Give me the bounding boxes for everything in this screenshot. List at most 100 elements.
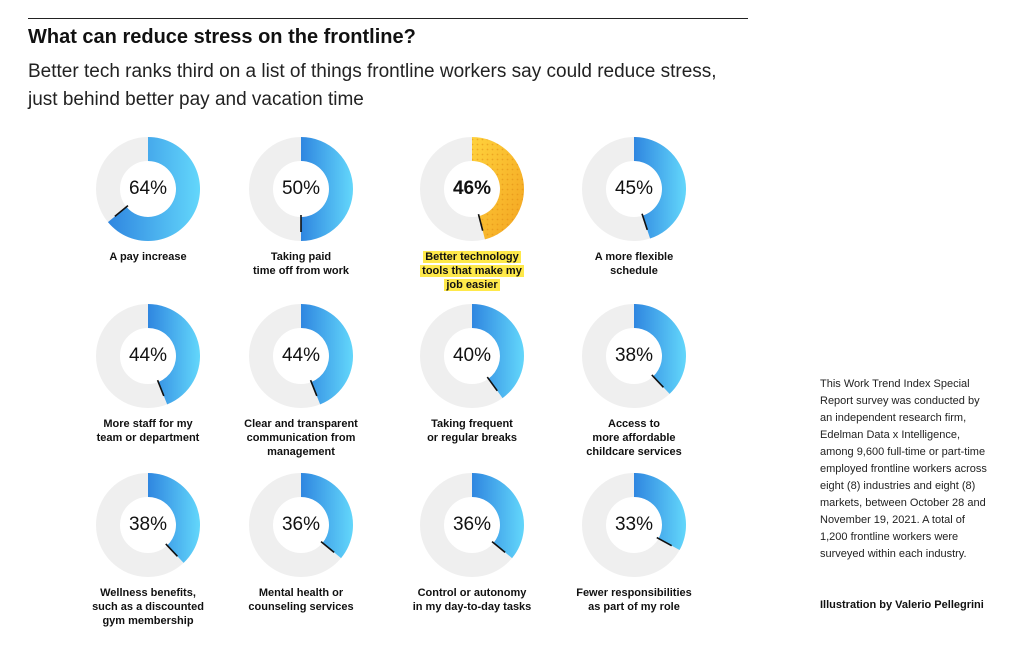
donut-caption: A pay increase xyxy=(63,250,233,264)
donut-svg xyxy=(420,473,524,577)
donut-svg xyxy=(96,473,201,577)
donut-value-label: 36% xyxy=(281,514,321,535)
donut-tile: 44% Clear and transparent communication fr… xyxy=(216,304,386,464)
donut-caption-line: Clear and transparent xyxy=(244,418,358,430)
donut-end-tick xyxy=(486,376,498,392)
donut-value-label: 33% xyxy=(614,514,654,535)
donut-value-label: 45% xyxy=(614,178,654,199)
donut-grid: 64% A pay increase 50% Taking paid time off … xyxy=(63,137,719,633)
donut-caption: Access to more affordable childcare servic… xyxy=(549,417,719,459)
donut-caption: Taking paid time off from work xyxy=(216,250,386,278)
donut-caption-line: Better technology xyxy=(423,251,521,263)
donut-caption-line: gym membership xyxy=(102,615,194,627)
donut-value-arc xyxy=(301,473,353,559)
donut-value-texture xyxy=(472,137,524,240)
donut-chart: 36% xyxy=(420,473,524,577)
donut-value-arc xyxy=(301,304,353,405)
donut-value-label: 38% xyxy=(614,345,654,366)
donut-caption: Taking frequent or regular breaks xyxy=(387,417,557,445)
donut-tile: 33% Fewer responsibilities as part of my r… xyxy=(549,473,719,633)
donut-value-arc xyxy=(472,473,524,559)
donut-tile: 38% Wellness benefits, such as a discounte… xyxy=(63,473,233,633)
donut-caption-line: management xyxy=(267,446,335,458)
donut-chart: 50% xyxy=(249,137,353,241)
donut-caption-line: Control or autonomy xyxy=(417,587,527,599)
donut-chart: 38% xyxy=(582,304,686,408)
donut-chart: 44% xyxy=(96,304,201,408)
chart-subtitle: Better tech ranks third on a list of thi… xyxy=(28,61,717,110)
donut-caption-line: team or department xyxy=(96,432,200,444)
donut-value-arc xyxy=(634,473,686,551)
donut-value-label: 36% xyxy=(452,514,492,535)
donut-value-label: 44% xyxy=(128,345,168,366)
donut-value-label: 64% xyxy=(128,178,168,199)
donut-caption: Wellness benefits, such as a discounted gy… xyxy=(63,586,233,628)
donut-tile: 46% Better technology tools that make my jo… xyxy=(387,137,557,297)
donut-caption-line: communication from xyxy=(246,432,356,444)
donut-chart: 38% xyxy=(96,473,201,577)
top-rule xyxy=(28,18,748,19)
donut-caption: Better technology tools that make my job e… xyxy=(387,250,557,292)
donut-caption-line: Wellness benefits, xyxy=(100,587,196,599)
donut-end-tick xyxy=(165,543,179,557)
donut-end-tick xyxy=(320,540,335,554)
donut-tile: 36% Mental health or counseling services xyxy=(216,473,386,633)
donut-caption: More staff for my team or department xyxy=(63,417,233,445)
donut-value-arc xyxy=(634,137,686,239)
donut-caption-line: such as a discounted xyxy=(92,601,204,613)
donut-chart: 40% xyxy=(420,304,524,408)
donut-caption-line: More staff for my xyxy=(103,418,193,430)
donut-caption-line: Mental health or xyxy=(258,587,344,599)
donut-caption-line: Access to xyxy=(608,418,660,430)
survey-footnote: This Work Trend Index Special Report sur… xyxy=(820,378,987,560)
donut-tile: 36% Control or autonomy in my day-to-day t… xyxy=(387,473,557,633)
donut-caption-line: A pay increase xyxy=(109,251,187,263)
donut-caption-line: in my day-to-day tasks xyxy=(412,601,532,613)
donut-caption-line: Fewer responsibilities xyxy=(576,587,692,599)
donut-svg xyxy=(420,137,524,241)
donut-chart: 36% xyxy=(249,473,353,577)
donut-caption-line: schedule xyxy=(610,265,658,277)
donut-caption: Mental health or counseling services xyxy=(216,586,386,614)
donut-end-tick xyxy=(309,379,318,397)
donut-tile: 45% A more flexible schedule xyxy=(549,137,719,297)
donut-caption: Fewer responsibilities as part of my role xyxy=(549,586,719,614)
donut-chart: 44% xyxy=(249,304,353,408)
donut-chart: 64% xyxy=(96,137,200,241)
donut-value-arc xyxy=(301,137,353,241)
donut-value-arc xyxy=(148,304,201,405)
donut-caption-line: A more flexible xyxy=(594,251,674,263)
donut-svg xyxy=(582,473,686,577)
donut-caption-line: Taking frequent xyxy=(431,418,513,430)
donut-value-label: 46% xyxy=(452,178,492,199)
donut-value-arc xyxy=(107,137,200,241)
chart-title: What can reduce stress on the frontline? xyxy=(28,26,416,48)
donut-tile: 50% Taking paid time off from work xyxy=(216,137,386,297)
donut-caption: A more flexible schedule xyxy=(549,250,719,278)
donut-caption-line: or regular breaks xyxy=(427,432,517,444)
donut-tile: 40% Taking frequent or regular breaks xyxy=(387,304,557,464)
donut-chart: 46% xyxy=(420,137,524,241)
donut-svg xyxy=(582,304,686,408)
donut-svg xyxy=(582,137,686,241)
donut-svg xyxy=(249,137,353,241)
donut-caption-line: more affordable xyxy=(592,432,676,444)
donut-value-label: 44% xyxy=(281,345,321,366)
donut-value-label: 50% xyxy=(281,178,321,199)
donut-end-tick xyxy=(156,379,165,397)
donut-tile: 64% A pay increase xyxy=(63,137,233,297)
donut-chart: 45% xyxy=(582,137,686,241)
donut-end-tick xyxy=(477,213,484,231)
donut-value-arc xyxy=(148,473,201,563)
donut-svg xyxy=(420,304,524,408)
donut-end-tick xyxy=(641,213,649,231)
donut-svg xyxy=(96,304,201,408)
donut-caption-line: Taking paid xyxy=(270,251,332,263)
donut-caption-line: time off from work xyxy=(253,265,349,277)
donut-svg xyxy=(96,137,200,241)
donut-caption: Control or autonomy in my day-to-day task… xyxy=(387,586,557,614)
donut-value-label: 40% xyxy=(452,345,492,366)
donut-tile: 38% Access to more affordable childcare ser… xyxy=(549,304,719,464)
donut-value-label: 38% xyxy=(128,514,168,535)
illustration-credit: Illustration by Valerio Pellegrini xyxy=(820,599,984,611)
